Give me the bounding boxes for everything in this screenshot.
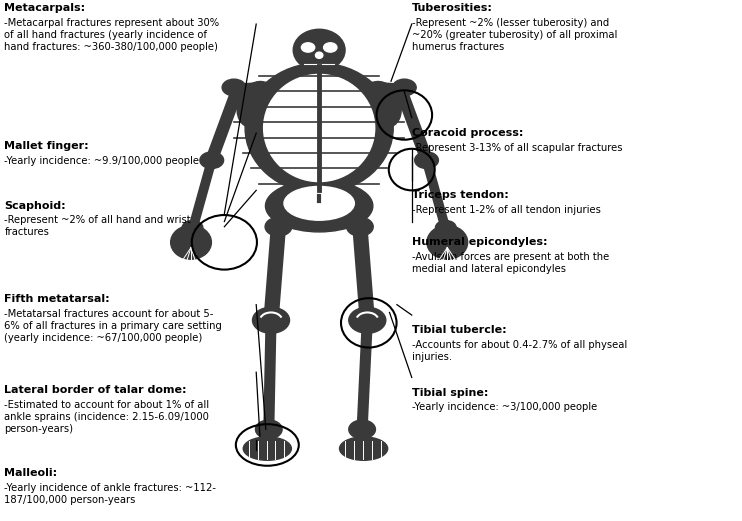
- Circle shape: [415, 152, 439, 168]
- Text: Fifth metatarsal:: Fifth metatarsal:: [4, 294, 110, 304]
- Circle shape: [200, 152, 223, 168]
- Ellipse shape: [237, 81, 275, 128]
- Text: -Avulsion forces are present at both the
medial and lateral epicondyles: -Avulsion forces are present at both the…: [412, 252, 609, 274]
- Text: -Metatarsal fractures account for about 5-
6% of all fractures in a primary care: -Metatarsal fractures account for about …: [4, 309, 223, 343]
- Text: Tibial tubercle:: Tibial tubercle:: [412, 326, 506, 336]
- Ellipse shape: [340, 437, 387, 460]
- Ellipse shape: [427, 226, 467, 259]
- Text: Humeral epicondyles:: Humeral epicondyles:: [412, 237, 548, 247]
- Circle shape: [349, 420, 375, 439]
- Text: Metacarpals:: Metacarpals:: [4, 3, 85, 14]
- Text: Tuberosities:: Tuberosities:: [412, 3, 493, 14]
- Ellipse shape: [171, 226, 211, 259]
- Text: -Estimated to account for about 1% of all
ankle sprains (incidence: 2.15-6.09/10: -Estimated to account for about 1% of al…: [4, 400, 209, 434]
- Circle shape: [182, 220, 203, 235]
- Circle shape: [349, 307, 386, 333]
- Text: Coracoid process:: Coracoid process:: [412, 128, 523, 138]
- Ellipse shape: [266, 180, 372, 232]
- Text: Triceps tendon:: Triceps tendon:: [412, 190, 508, 201]
- Text: -Represent 1-2% of all tendon injuries: -Represent 1-2% of all tendon injuries: [412, 205, 600, 215]
- Text: Lateral border of talar dome:: Lateral border of talar dome:: [4, 385, 187, 395]
- Ellipse shape: [245, 63, 393, 193]
- Text: -Represent ~2% of all hand and wrist
fractures: -Represent ~2% of all hand and wrist fra…: [4, 215, 191, 237]
- Circle shape: [252, 307, 289, 333]
- Ellipse shape: [315, 52, 323, 58]
- FancyBboxPatch shape: [310, 63, 328, 76]
- Text: -Yearly incidence: ~3/100,000 people: -Yearly incidence: ~3/100,000 people: [412, 402, 597, 412]
- Circle shape: [265, 217, 292, 236]
- Text: -Accounts for about 0.4-2.7% of all physeal
injuries.: -Accounts for about 0.4-2.7% of all phys…: [412, 340, 627, 362]
- Text: -Yearly incidence: ~9.9/100,000 people: -Yearly incidence: ~9.9/100,000 people: [4, 156, 200, 166]
- Circle shape: [393, 79, 416, 96]
- Text: -Represent ~2% (lesser tuberosity) and
~20% (greater tuberosity) of all proximal: -Represent ~2% (lesser tuberosity) and ~…: [412, 18, 617, 52]
- Text: -Yearly incidence of ankle fractures: ~112-
187/100,000 person-years: -Yearly incidence of ankle fractures: ~1…: [4, 483, 217, 505]
- Ellipse shape: [324, 43, 337, 52]
- Ellipse shape: [293, 29, 345, 71]
- Ellipse shape: [363, 81, 401, 128]
- Circle shape: [255, 420, 282, 439]
- Ellipse shape: [284, 187, 355, 220]
- Circle shape: [222, 79, 246, 96]
- Text: Tibial spine:: Tibial spine:: [412, 388, 488, 398]
- Text: Scaphoid:: Scaphoid:: [4, 201, 66, 211]
- Ellipse shape: [301, 43, 315, 52]
- Circle shape: [347, 217, 373, 236]
- Text: Mallet finger:: Mallet finger:: [4, 141, 89, 151]
- Text: Malleoli:: Malleoli:: [4, 468, 58, 478]
- Text: -Represent 3-13% of all scapular fractures: -Represent 3-13% of all scapular fractur…: [412, 143, 623, 153]
- Ellipse shape: [243, 437, 292, 460]
- Ellipse shape: [263, 75, 375, 182]
- Text: -Metacarpal fractures represent about 30%
of all hand fractures (yearly incidenc: -Metacarpal fractures represent about 30…: [4, 18, 220, 52]
- Circle shape: [436, 220, 456, 235]
